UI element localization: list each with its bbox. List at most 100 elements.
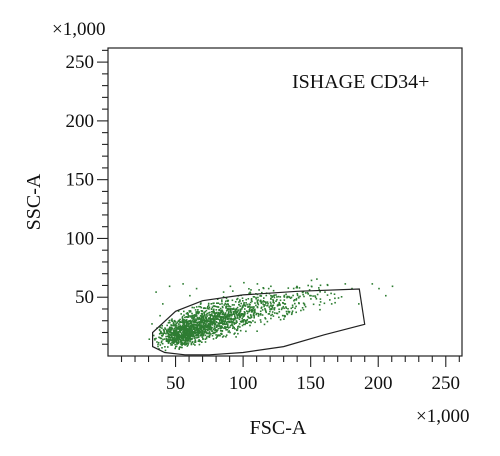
data-point bbox=[160, 341, 163, 344]
data-point bbox=[165, 332, 167, 335]
data-point bbox=[170, 327, 173, 330]
data-point bbox=[169, 321, 171, 324]
data-point bbox=[199, 325, 201, 328]
data-point bbox=[200, 325, 203, 327]
data-point bbox=[254, 302, 256, 304]
data-point bbox=[221, 319, 223, 322]
data-point bbox=[184, 338, 187, 340]
data-point bbox=[165, 338, 168, 340]
data-point bbox=[270, 317, 272, 320]
data-point bbox=[208, 311, 211, 314]
data-point bbox=[192, 318, 195, 320]
data-point bbox=[302, 308, 305, 311]
data-point bbox=[195, 319, 198, 321]
data-point bbox=[308, 289, 311, 291]
data-point bbox=[256, 312, 258, 315]
data-point bbox=[171, 328, 173, 331]
data-point bbox=[251, 309, 253, 311]
data-point bbox=[273, 302, 275, 304]
data-point bbox=[216, 314, 219, 316]
data-point bbox=[185, 312, 188, 315]
data-point bbox=[300, 309, 302, 312]
data-point bbox=[226, 314, 229, 317]
data-point bbox=[194, 330, 196, 333]
data-point bbox=[180, 313, 182, 315]
data-point bbox=[195, 337, 197, 339]
data-point bbox=[184, 334, 186, 337]
data-point bbox=[224, 320, 227, 323]
data-point bbox=[157, 341, 160, 344]
data-point bbox=[207, 317, 210, 319]
data-point bbox=[176, 335, 179, 338]
data-point bbox=[186, 336, 189, 339]
data-point bbox=[195, 315, 198, 317]
data-point bbox=[157, 345, 159, 348]
data-point bbox=[230, 315, 233, 317]
data-point bbox=[169, 328, 172, 331]
data-point bbox=[160, 332, 163, 334]
data-point bbox=[251, 310, 253, 313]
data-point bbox=[193, 314, 196, 316]
data-point bbox=[219, 316, 222, 319]
data-point bbox=[204, 310, 207, 313]
data-point bbox=[195, 335, 197, 337]
data-point bbox=[229, 331, 231, 334]
data-point bbox=[158, 333, 161, 335]
x-tick-label: 100 bbox=[229, 373, 258, 394]
data-point bbox=[194, 344, 196, 346]
data-point bbox=[197, 309, 199, 311]
x-axis-multiplier: ×1,000 bbox=[416, 406, 469, 427]
data-point bbox=[222, 311, 225, 314]
data-point bbox=[173, 319, 176, 322]
data-point bbox=[259, 294, 262, 297]
data-point bbox=[217, 302, 220, 304]
y-tick-label: 100 bbox=[66, 228, 95, 249]
data-point bbox=[221, 300, 223, 303]
data-point bbox=[334, 301, 336, 304]
data-point bbox=[228, 308, 230, 310]
data-point bbox=[296, 285, 298, 288]
data-point bbox=[296, 292, 299, 295]
data-point bbox=[230, 310, 232, 312]
data-point bbox=[195, 323, 197, 326]
data-point bbox=[186, 316, 189, 318]
data-point bbox=[219, 330, 222, 332]
data-point bbox=[181, 337, 184, 339]
data-point bbox=[229, 315, 231, 317]
data-point bbox=[264, 318, 267, 320]
data-point bbox=[303, 303, 306, 305]
data-point bbox=[198, 325, 200, 327]
data-point bbox=[155, 291, 157, 293]
data-point bbox=[219, 319, 221, 321]
data-point bbox=[213, 327, 215, 329]
data-point bbox=[225, 316, 228, 319]
data-point bbox=[298, 302, 300, 304]
data-point bbox=[180, 335, 183, 338]
data-point bbox=[151, 323, 153, 325]
data-point bbox=[207, 307, 209, 310]
data-point bbox=[179, 326, 182, 328]
x-axis-title: FSC-A bbox=[250, 417, 307, 439]
data-point bbox=[257, 315, 260, 317]
data-point bbox=[227, 321, 230, 323]
data-point bbox=[184, 341, 186, 343]
data-point bbox=[242, 323, 245, 326]
data-point bbox=[217, 327, 220, 330]
data-point bbox=[263, 323, 266, 326]
data-point bbox=[223, 327, 225, 330]
data-point bbox=[175, 330, 178, 332]
data-point bbox=[189, 336, 191, 338]
data-point bbox=[172, 321, 175, 324]
data-point bbox=[191, 306, 194, 309]
data-point bbox=[163, 331, 166, 333]
data-point bbox=[194, 319, 196, 321]
data-point bbox=[199, 340, 201, 343]
data-point bbox=[167, 346, 169, 348]
data-point bbox=[229, 324, 232, 327]
data-point bbox=[208, 314, 210, 316]
data-point bbox=[198, 343, 201, 346]
data-point bbox=[256, 299, 259, 302]
data-point bbox=[196, 310, 199, 313]
data-point bbox=[266, 304, 269, 307]
